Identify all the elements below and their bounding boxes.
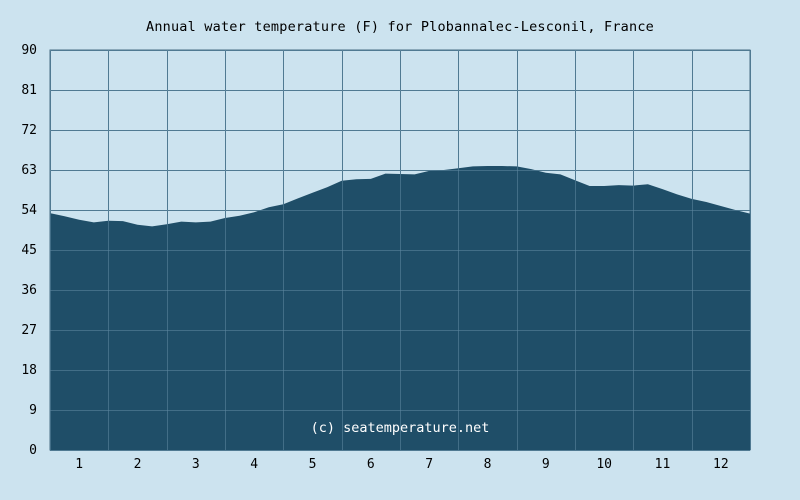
x-tick-label: 5 bbox=[309, 457, 317, 472]
watermark: (c) seatemperature.net bbox=[311, 420, 490, 436]
y-tick-label: 36 bbox=[21, 283, 37, 298]
x-tick-label: 12 bbox=[713, 457, 729, 472]
y-tick-label: 45 bbox=[21, 243, 37, 258]
y-tick-label: 63 bbox=[21, 163, 37, 178]
y-tick-label: 0 bbox=[29, 443, 37, 458]
x-tick-label: 10 bbox=[596, 457, 612, 472]
y-tick-label: 9 bbox=[29, 403, 37, 418]
grid-lines-overlay bbox=[50, 50, 751, 451]
x-tick-label: 7 bbox=[425, 457, 433, 472]
y-tick-label: 72 bbox=[21, 123, 37, 138]
y-tick-label: 18 bbox=[21, 363, 37, 378]
y-tick-label: 90 bbox=[21, 43, 37, 58]
y-tick-label: 27 bbox=[21, 323, 37, 338]
y-axis-tick-labels: 0 9 18 27 36 45 54 63 72 81 90 bbox=[21, 43, 37, 458]
x-tick-label: 3 bbox=[192, 457, 200, 472]
x-tick-label: 9 bbox=[542, 457, 550, 472]
x-tick-label: 6 bbox=[367, 457, 375, 472]
y-tick-label: 81 bbox=[21, 83, 37, 98]
x-tick-label: 1 bbox=[75, 457, 83, 472]
x-tick-label: 4 bbox=[250, 457, 258, 472]
chart-title: Annual water temperature (F) for Plobann… bbox=[146, 19, 654, 35]
x-tick-label: 11 bbox=[655, 457, 671, 472]
x-axis-tick-labels: 1 2 3 4 5 6 7 8 9 10 11 12 bbox=[75, 457, 728, 472]
x-tick-label: 8 bbox=[484, 457, 492, 472]
x-tick-label: 2 bbox=[134, 457, 142, 472]
y-tick-label: 54 bbox=[21, 203, 37, 218]
